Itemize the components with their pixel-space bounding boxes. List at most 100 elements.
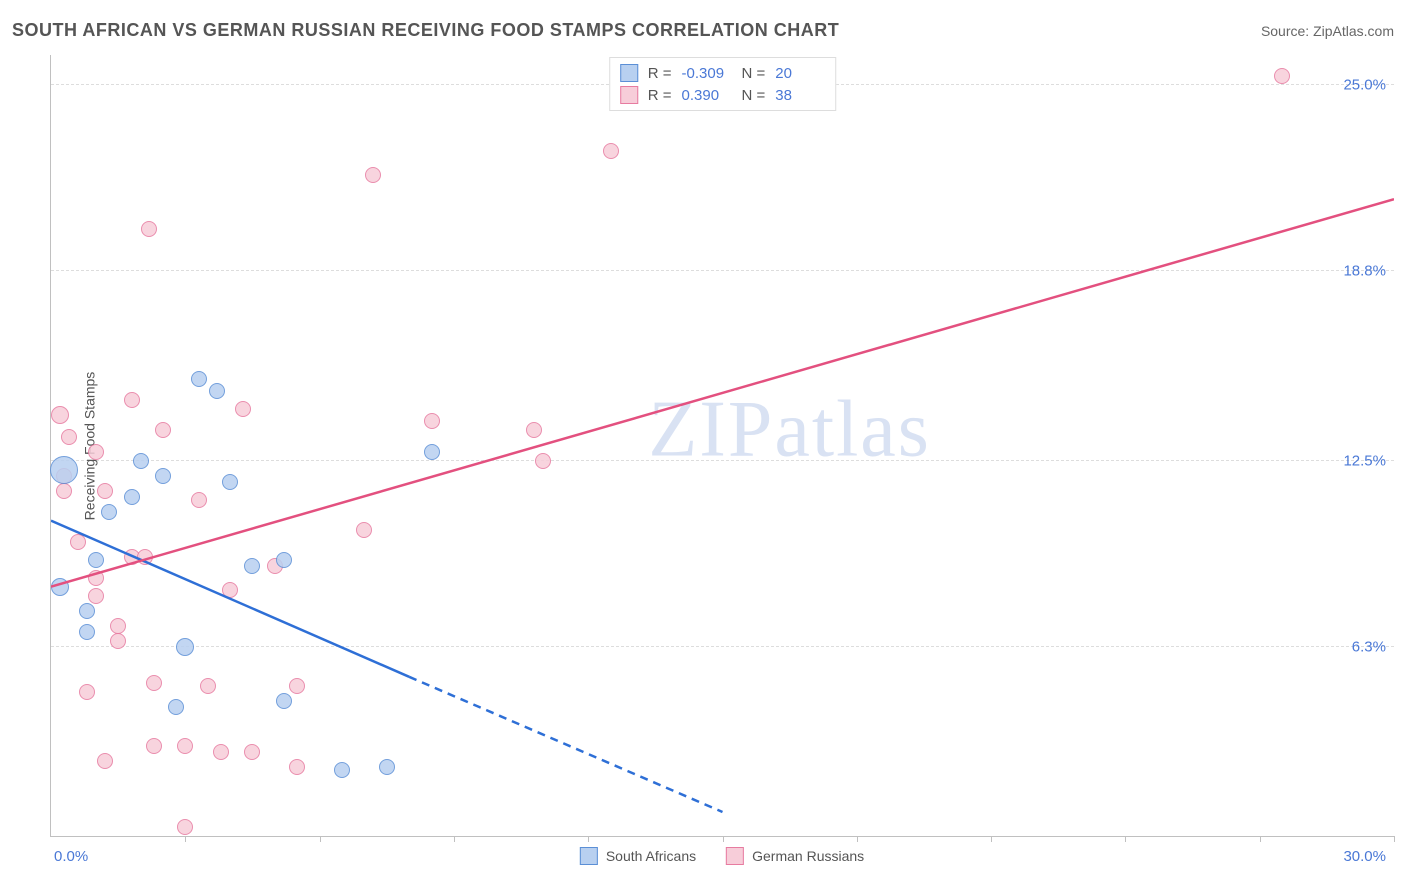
legend: South Africans German Russians	[580, 847, 864, 865]
data-point	[222, 582, 238, 598]
data-point	[191, 492, 207, 508]
data-point	[244, 744, 260, 760]
legend-swatch-sa	[580, 847, 598, 865]
data-point	[146, 738, 162, 754]
x-origin-label: 0.0%	[54, 848, 88, 865]
r-label: R =	[648, 65, 672, 82]
data-point	[276, 693, 292, 709]
data-point	[88, 570, 104, 586]
data-point	[424, 444, 440, 460]
data-point	[124, 489, 140, 505]
legend-label-gr: German Russians	[752, 848, 864, 864]
data-point	[191, 371, 207, 387]
data-point	[177, 819, 193, 835]
x-tick	[723, 836, 724, 842]
y-tick-label: 25.0%	[1343, 77, 1386, 94]
legend-label-sa: South Africans	[606, 848, 696, 864]
y-tick-label: 6.3%	[1352, 638, 1386, 655]
chart-header: SOUTH AFRICAN VS GERMAN RUSSIAN RECEIVIN…	[12, 20, 1394, 41]
data-point	[365, 167, 381, 183]
data-point	[97, 483, 113, 499]
watermark: ZIPatlas	[648, 384, 931, 475]
data-point	[51, 406, 69, 424]
source-label: Source:	[1261, 23, 1309, 39]
data-point	[603, 143, 619, 159]
swatch-gr	[620, 86, 638, 104]
source-name: ZipAtlas.com	[1313, 23, 1394, 39]
data-point	[244, 558, 260, 574]
legend-item-sa: South Africans	[580, 847, 696, 865]
data-point	[101, 504, 117, 520]
r-value-gr: 0.390	[682, 87, 732, 104]
data-point	[97, 753, 113, 769]
data-point	[88, 444, 104, 460]
data-point	[56, 483, 72, 499]
y-tick-label: 18.8%	[1343, 263, 1386, 280]
data-point	[137, 549, 153, 565]
gridline	[51, 646, 1394, 647]
n-label: N =	[742, 65, 766, 82]
source-attribution: Source: ZipAtlas.com	[1261, 23, 1394, 39]
stats-row-gr: R = 0.390 N = 38	[620, 84, 826, 106]
x-tick	[185, 836, 186, 842]
x-tick	[1260, 836, 1261, 842]
plot-region: ZIPatlas R = -0.309 N = 20 R = 0.390 N =…	[50, 55, 1394, 837]
x-max-label: 30.0%	[1343, 848, 1386, 865]
legend-item-gr: German Russians	[726, 847, 864, 865]
data-point	[79, 624, 95, 640]
data-point	[1274, 68, 1290, 84]
data-point	[61, 429, 77, 445]
data-point	[222, 474, 238, 490]
data-point	[535, 453, 551, 469]
correlation-stats-box: R = -0.309 N = 20 R = 0.390 N = 38	[609, 57, 837, 111]
data-point	[155, 468, 171, 484]
data-point	[133, 453, 149, 469]
data-point	[200, 678, 216, 694]
data-point	[70, 534, 86, 550]
gridline	[51, 460, 1394, 461]
data-point	[51, 578, 69, 596]
r-label: R =	[648, 87, 672, 104]
x-tick	[454, 836, 455, 842]
x-tick	[588, 836, 589, 842]
data-point	[276, 552, 292, 568]
data-point	[379, 759, 395, 775]
data-point	[88, 588, 104, 604]
data-point	[356, 522, 372, 538]
data-point	[209, 383, 225, 399]
data-point	[155, 422, 171, 438]
n-label: N =	[742, 87, 766, 104]
data-point	[88, 552, 104, 568]
chart-area: ZIPatlas R = -0.309 N = 20 R = 0.390 N =…	[50, 55, 1394, 837]
data-point	[110, 618, 126, 634]
x-tick	[320, 836, 321, 842]
data-point	[289, 759, 305, 775]
data-point	[177, 738, 193, 754]
data-point	[526, 422, 542, 438]
gridline	[51, 270, 1394, 271]
data-point	[141, 221, 157, 237]
x-tick	[857, 836, 858, 842]
legend-swatch-gr	[726, 847, 744, 865]
x-tick	[1125, 836, 1126, 842]
swatch-sa	[620, 64, 638, 82]
data-point	[79, 603, 95, 619]
n-value-sa: 20	[775, 65, 825, 82]
data-point	[146, 675, 162, 691]
data-point	[176, 638, 194, 656]
x-tick	[991, 836, 992, 842]
stats-row-sa: R = -0.309 N = 20	[620, 62, 826, 84]
trend-lines	[51, 55, 1394, 836]
data-point	[50, 456, 78, 484]
data-point	[235, 401, 251, 417]
data-point	[168, 699, 184, 715]
y-tick-label: 12.5%	[1343, 452, 1386, 469]
data-point	[213, 744, 229, 760]
n-value-gr: 38	[775, 87, 825, 104]
data-point	[124, 392, 140, 408]
r-value-sa: -0.309	[682, 65, 732, 82]
data-point	[79, 684, 95, 700]
data-point	[424, 413, 440, 429]
data-point	[110, 633, 126, 649]
data-point	[289, 678, 305, 694]
